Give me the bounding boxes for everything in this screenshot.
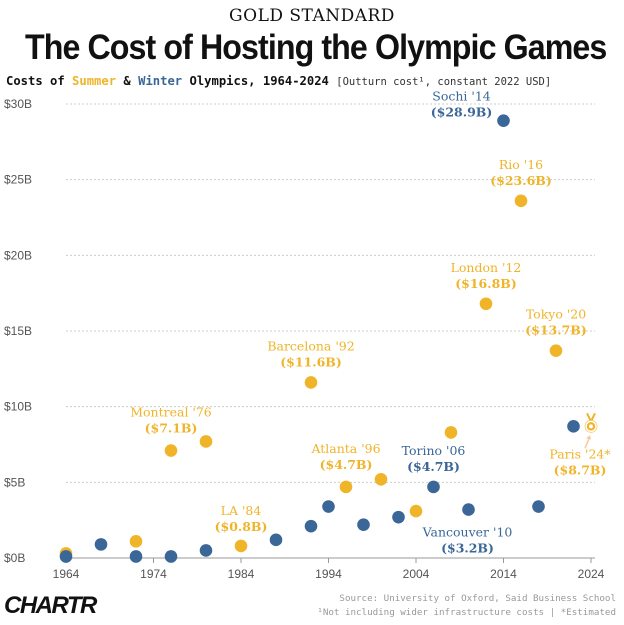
y-tick-label: $0B xyxy=(4,551,25,565)
winter-dot xyxy=(94,538,108,551)
y-tick-label: $10B xyxy=(4,400,32,414)
winter-dot xyxy=(304,519,318,533)
x-tick-label: 2014 xyxy=(490,567,517,581)
legend-winter: Winter xyxy=(138,74,183,88)
chartr-logo: CHARTR xyxy=(4,592,97,619)
annotation-name: Vancouver '10 xyxy=(422,525,513,540)
summer-dot xyxy=(514,194,528,208)
medal-icon xyxy=(585,412,597,433)
annotation-value: ($7.1B) xyxy=(145,421,198,436)
source-note: Source: University of Oxford, Said Busin… xyxy=(317,592,616,620)
kicker: GOLD STANDARD xyxy=(229,6,395,26)
source-text: Source: University of Oxford, Said Busin… xyxy=(339,593,616,604)
y-tick-label: $20B xyxy=(4,248,32,262)
annotation-name: Tokyo '20 xyxy=(526,307,586,322)
winter-dot xyxy=(567,420,580,433)
x-tick-label: 2004 xyxy=(403,567,430,581)
summer-dot xyxy=(304,376,318,389)
annotation-value: ($3.2B) xyxy=(441,541,494,556)
paris-arrow-head xyxy=(586,435,591,440)
summer-dot xyxy=(129,535,143,548)
y-tick-label: $25B xyxy=(4,173,32,187)
winter-dot xyxy=(269,533,283,547)
winter-dot xyxy=(392,510,405,524)
annotation-value: ($23.6B) xyxy=(490,173,552,188)
summer-dot xyxy=(339,480,353,494)
annotation-name: Atlanta '96 xyxy=(310,441,380,456)
annotation-name: London '12 xyxy=(451,260,522,275)
winter-dot xyxy=(532,500,545,513)
x-tick-label: 1984 xyxy=(228,567,255,581)
winter-dot xyxy=(129,550,143,563)
medal-ribbon xyxy=(586,412,596,424)
medal-center xyxy=(589,424,593,429)
summer-dot xyxy=(234,539,248,553)
annotation-value: ($4.7B) xyxy=(407,459,460,474)
x-tick-label: 2024 xyxy=(578,567,605,581)
winter-dot xyxy=(59,550,73,563)
y-tick-label: $15B xyxy=(4,324,32,338)
annotation-name: Sochi '14 xyxy=(432,89,491,104)
annotation-name: Torino '06 xyxy=(402,443,466,458)
subtitle-suffix: Olympics, 1964-2024 xyxy=(189,74,329,88)
winter-dot xyxy=(199,544,213,557)
y-tick-label: $30B xyxy=(4,97,32,111)
chart-subtitle: Costs of Summer & Winter Olympics, 1964-… xyxy=(6,74,620,88)
y-tick-label: $5B xyxy=(4,475,25,489)
winter-dot xyxy=(357,518,370,532)
winter-dot xyxy=(462,503,475,516)
subtitle-prefix: Costs of xyxy=(6,74,65,88)
annotation-value: ($28.9B) xyxy=(431,105,493,120)
footnote-text: ¹Not including wider infrastructure cost… xyxy=(317,607,616,618)
subtitle-unit-note: [Outturn cost¹, constant 2022 USD] xyxy=(336,76,552,88)
chart-title: The Cost of Hosting the Olympic Games xyxy=(24,28,607,67)
x-tick-label: 1964 xyxy=(53,567,80,581)
winter-dot xyxy=(497,114,510,127)
annotation-name: Montreal '76 xyxy=(130,405,212,420)
dot-layer xyxy=(59,114,598,563)
grid-layer xyxy=(66,103,595,559)
x-tick-label: 1994 xyxy=(315,567,342,581)
subtitle-amp: & xyxy=(123,74,131,88)
summer-dot xyxy=(199,435,213,448)
winter-dot xyxy=(427,480,440,494)
summer-dot xyxy=(374,473,388,486)
summer-dot xyxy=(444,426,458,439)
annotation-name: Paris '24* xyxy=(549,446,611,461)
annotation-name: LA '84 xyxy=(221,503,262,518)
x-tick-label: 1974 xyxy=(140,567,167,581)
summer-dot xyxy=(164,444,178,457)
axis-layer: $0B $5B $10B $15B $20B $25B $30B 1964 1974 1984 19… xyxy=(4,97,605,581)
legend-summer: Summer xyxy=(72,74,117,88)
annotation-name: Rio '16 xyxy=(499,157,543,172)
annotation-value: ($16.8B) xyxy=(455,276,517,291)
annotation-value: ($13.7B) xyxy=(525,323,587,338)
winter-dot xyxy=(164,550,178,563)
winter-dot xyxy=(322,500,335,513)
summer-dot xyxy=(549,344,563,357)
label-layer: Sochi '14($28.9B) Rio '16($23.6B) London '… xyxy=(130,89,611,556)
summer-dot xyxy=(409,504,423,518)
annotation-name: Barcelona '92 xyxy=(267,338,354,353)
annotation-value: ($4.7B) xyxy=(320,457,373,472)
annotation-value: ($8.7B) xyxy=(554,462,607,477)
annotation-value: ($0.8B) xyxy=(215,519,268,534)
summer-dot xyxy=(479,297,493,311)
annotation-value: ($11.6B) xyxy=(280,354,342,369)
